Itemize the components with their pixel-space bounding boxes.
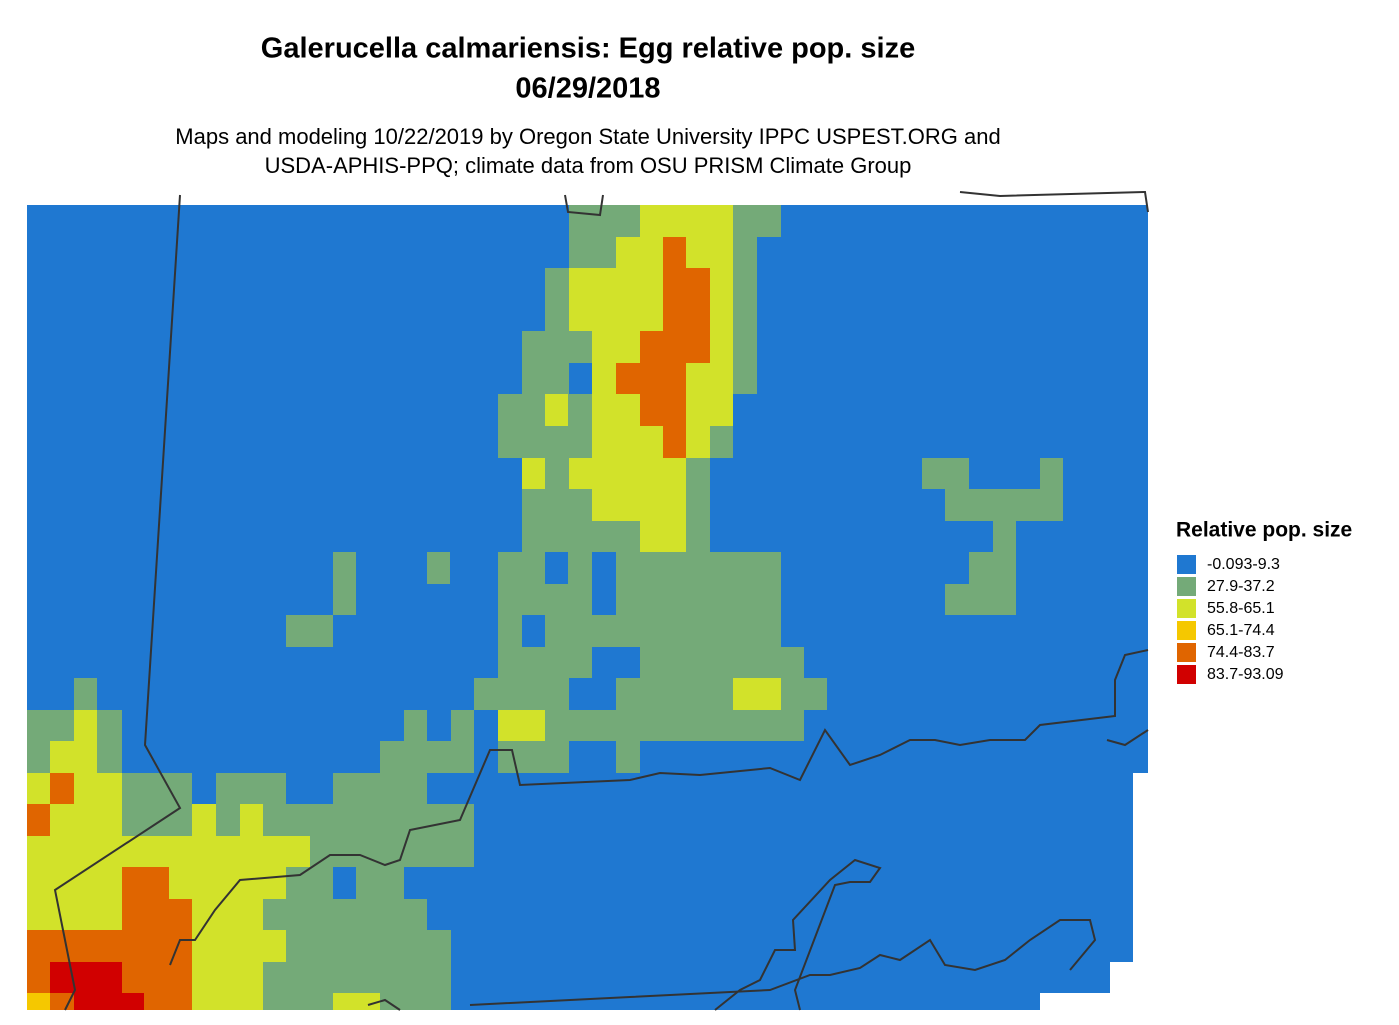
legend-title: Relative pop. size — [1176, 519, 1352, 542]
legend-label: 27.9-37.2 — [1207, 578, 1275, 595]
legend-swatch — [1177, 555, 1196, 574]
legend-swatch — [1177, 665, 1196, 684]
legend-swatch — [1177, 577, 1196, 596]
title: Galerucella calmariensis: Egg relative p… — [261, 33, 915, 65]
legend-label: 55.8-65.1 — [1207, 600, 1275, 617]
legend-label: -0.093-9.3 — [1207, 556, 1280, 573]
legend-label: 65.1-74.4 — [1207, 622, 1275, 639]
legend-swatch — [1177, 643, 1196, 662]
legend: Relative pop. size -0.093-9.3 27.9-37.2 55… — [1176, 519, 1352, 684]
legend-label: 74.4-83.7 — [1207, 644, 1275, 661]
title-date: 06/29/2018 — [515, 73, 660, 105]
legend-label: 83.7-93.09 — [1207, 666, 1284, 683]
subtitle: Maps and modeling 10/22/2019 by Oregon S… — [175, 124, 1000, 149]
legend-swatch — [1177, 621, 1196, 640]
map — [27, 190, 1153, 1013]
legend-swatch — [1177, 599, 1196, 618]
subtitle: USDA-APHIS-PPQ; climate data from OSU PR… — [265, 153, 912, 178]
